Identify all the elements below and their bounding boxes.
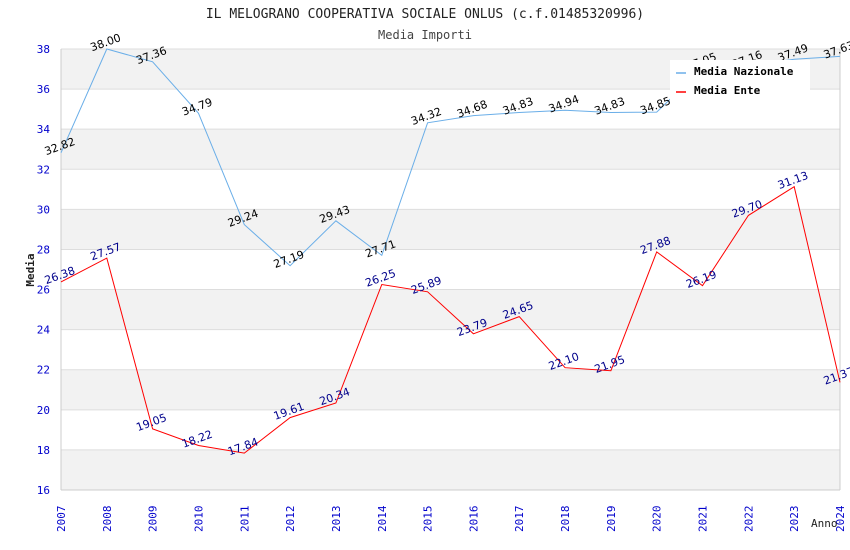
y-tick-label: 20 — [37, 404, 50, 417]
grid-band — [61, 289, 840, 330]
x-tick-label: 2010 — [192, 506, 205, 533]
grid-band — [61, 129, 840, 170]
data-label: 34.94 — [547, 93, 581, 116]
x-tick-label: 2024 — [834, 505, 847, 532]
y-tick-label: 34 — [37, 123, 51, 136]
axes — [60, 49, 841, 491]
x-tick-label: 2007 — [55, 506, 68, 533]
x-tick-label: 2018 — [559, 506, 572, 533]
y-tick-label: 16 — [37, 484, 50, 497]
x-tick-label: 2014 — [376, 505, 389, 532]
gridlines — [61, 48, 840, 491]
legend-box — [670, 60, 810, 100]
data-label: 34.68 — [455, 98, 489, 121]
y-tick-label: 28 — [37, 243, 50, 256]
y-tick-label: 38 — [37, 43, 50, 56]
y-tick-label: 30 — [37, 203, 50, 216]
legend: Media Nazionale Media Ente — [670, 60, 810, 100]
y-tick-label: 24 — [37, 324, 51, 337]
x-tick-label: 2009 — [147, 506, 160, 533]
chart-subtitle: Media Importi — [378, 28, 472, 42]
y-tick-label: 26 — [37, 284, 50, 297]
x-tick-label: 2016 — [467, 506, 480, 533]
data-label: 26.38 — [43, 264, 77, 287]
y-tick-label: 36 — [37, 83, 50, 96]
x-tick-label: 2011 — [238, 506, 251, 533]
grid-band — [61, 209, 840, 250]
grid-band — [61, 369, 840, 410]
data-label: 26.19 — [684, 268, 718, 291]
data-label: 34.85 — [638, 94, 672, 117]
y-axis-ticks: 16 18 20 22 24 26 28 30 32 34 36 38 — [37, 43, 51, 497]
data-label: 34.83 — [501, 95, 535, 118]
y-tick-label: 18 — [37, 444, 50, 457]
x-tick-label: 2017 — [513, 506, 526, 533]
x-tick-label: 2012 — [284, 506, 297, 533]
x-tick-label: 2019 — [605, 506, 618, 533]
y-tick-label: 22 — [37, 364, 50, 377]
series-line-media-ente — [60, 185, 841, 454]
legend-label-media-ente: Media Ente — [694, 84, 761, 97]
y-tick-label: 32 — [37, 163, 50, 176]
x-axis-ticks: 2007 2008 2009 2010 2011 2012 2013 2014 2015 2016… — [55, 505, 847, 532]
x-tick-label: 2021 — [697, 506, 710, 533]
grid-band — [61, 449, 840, 490]
data-label: 31.13 — [776, 169, 810, 192]
x-tick-label: 2020 — [651, 506, 664, 533]
background-bands — [61, 49, 840, 490]
x-axis-title: Anno — [811, 517, 838, 530]
chart-title: IL MELOGRANO COOPERATIVA SOCIALE ONLUS (… — [206, 7, 644, 22]
data-label: 34.83 — [593, 95, 627, 118]
x-tick-label: 2013 — [330, 506, 343, 533]
x-tick-label: 2023 — [788, 506, 801, 533]
data-label: 34.32 — [409, 105, 443, 128]
y-axis-title: Media — [24, 253, 37, 286]
data-label: 27.19 — [272, 248, 306, 271]
data-label: 19.05 — [134, 411, 168, 434]
legend-label-media-nazionale: Media Nazionale — [694, 65, 794, 78]
x-tick-label: 2022 — [742, 506, 755, 533]
x-tick-label: 2008 — [101, 506, 114, 533]
x-tick-label: 2015 — [422, 506, 435, 533]
